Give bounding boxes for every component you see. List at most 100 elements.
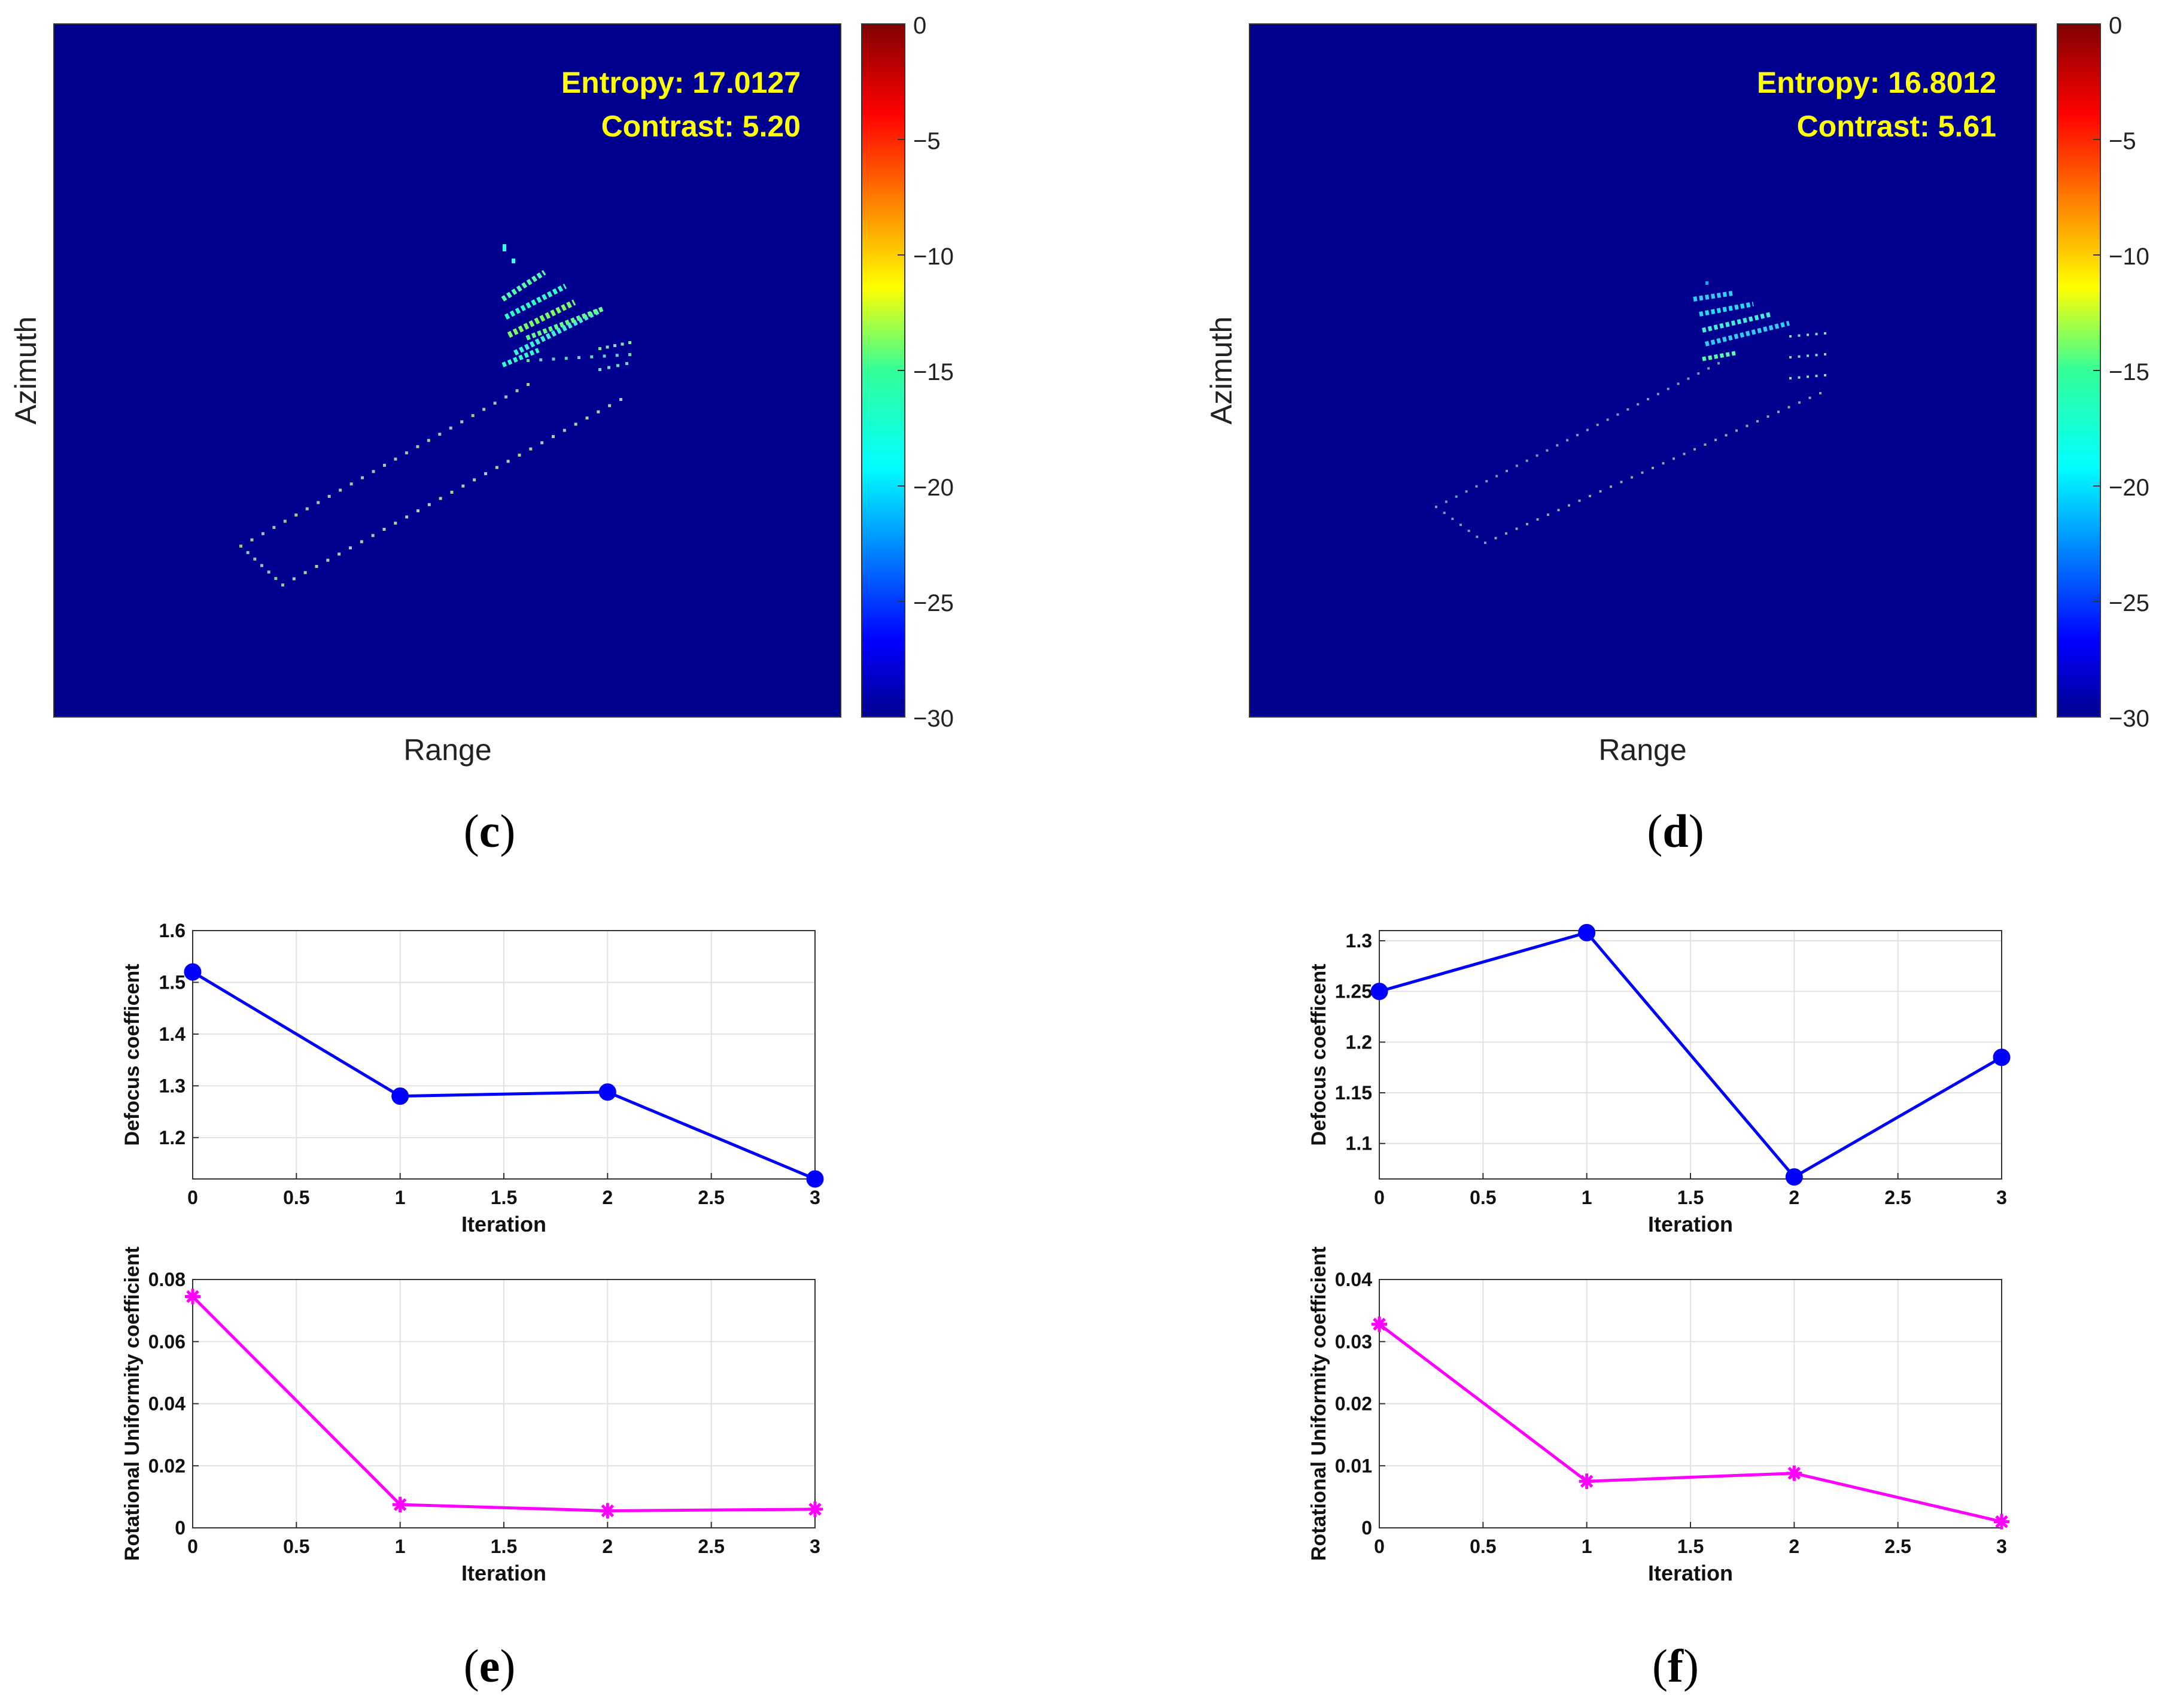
scatterer <box>1789 356 1792 358</box>
scatterer <box>1807 333 1809 336</box>
scatterer <box>628 341 631 344</box>
scatterer <box>267 570 270 574</box>
scatterer <box>315 565 318 568</box>
scatterer <box>1824 353 1826 355</box>
scatterer <box>493 402 497 405</box>
data-point <box>184 963 202 981</box>
scatterer <box>450 491 454 494</box>
scatterer <box>529 447 533 451</box>
x-axis-label: Iteration <box>461 1212 546 1236</box>
colorbar-ticks: 0 −5 −10 −15 −20 −25 −30 <box>2093 13 2149 732</box>
x-tick-label: 0 <box>187 1187 198 1208</box>
scatterer <box>471 414 475 417</box>
scatterer-streak <box>507 299 576 338</box>
scatterer <box>253 557 257 561</box>
scatterer <box>1714 439 1717 442</box>
y-tick-label: 0 <box>1361 1517 1372 1539</box>
scatterer <box>574 423 577 426</box>
scatterer <box>1455 495 1458 498</box>
scatterer <box>449 426 452 430</box>
caption-f: (f) <box>1652 1640 1699 1692</box>
data-point <box>1578 923 1596 941</box>
scatterer <box>1484 542 1486 544</box>
data-point <box>392 1497 408 1513</box>
x-tick-label: 1.5 <box>491 1536 517 1557</box>
scatterer <box>1746 424 1749 427</box>
y-tick-label: 1.1 <box>1346 1133 1372 1154</box>
scatterer <box>416 509 419 512</box>
scatterer <box>608 404 612 408</box>
scatterer <box>506 460 510 463</box>
scatterer <box>585 417 589 420</box>
scatterer <box>1693 448 1696 451</box>
entropy-annotation: Entropy: 17.0127 <box>561 66 801 99</box>
scatterer <box>1677 382 1680 385</box>
x-tick-label: 0.5 <box>283 1187 309 1208</box>
y-tick-label: 0.03 <box>1335 1331 1372 1353</box>
scatterer <box>540 441 544 445</box>
scatterer <box>1526 522 1528 525</box>
scatterer <box>461 484 465 488</box>
scatterer <box>607 366 610 369</box>
scatterer-streak <box>501 270 546 302</box>
scatterer <box>1610 485 1612 488</box>
caption-letter: e <box>479 1640 500 1692</box>
x-tick-label: 2.5 <box>698 1187 724 1208</box>
scatterer <box>1815 333 1818 336</box>
scatterer <box>349 482 353 486</box>
scatterer <box>1717 362 1720 364</box>
x-tick-label: 3 <box>1996 1187 2007 1208</box>
scatterer <box>349 546 352 549</box>
scatterer <box>1586 428 1589 431</box>
scatterer <box>1467 530 1470 532</box>
chart-f-defocus: 0 0.5 1 1.5 2 2.5 3 1.1 1.15 1.2 1.25 1.3 Iteration D… <box>1307 923 2011 1236</box>
data-point <box>1370 983 1388 1001</box>
y-tick-label: 0.02 <box>148 1455 186 1476</box>
contrast-annotation: Contrast: 5.20 <box>601 110 801 143</box>
scatterer <box>1536 518 1539 521</box>
scatterer-streak <box>1699 302 1754 317</box>
scatterer <box>615 354 619 357</box>
scatterer <box>1578 499 1581 502</box>
scatterer <box>1547 513 1549 516</box>
scatterer <box>372 470 375 473</box>
data-point <box>598 1083 616 1101</box>
scatterer <box>1505 532 1507 535</box>
data-point <box>1786 1465 1802 1481</box>
scatterer <box>603 354 606 358</box>
x-tick-label: 2 <box>1789 1187 1799 1208</box>
scatterer <box>1495 475 1498 478</box>
scatterer <box>1819 392 1822 394</box>
scatterer <box>1667 387 1670 390</box>
chart-e-defocus: 0 0.5 1 1.5 2 2.5 3 1.2 1.3 1.4 1.5 1.6 Iteration Def… <box>121 920 824 1236</box>
scatterer <box>1459 524 1462 526</box>
scatterer <box>361 476 364 479</box>
x-tick-label: 0 <box>1374 1187 1385 1208</box>
scatterer <box>1807 375 1809 378</box>
scatterer <box>1789 377 1792 379</box>
heatmap-plot-area <box>53 23 841 718</box>
x-tick-label: 2.5 <box>1884 1187 1911 1208</box>
panel-d-heatmap: Entropy: 16.8012 Contrast: 5.61 Range Az… <box>1205 13 2149 767</box>
scatterer <box>339 488 342 492</box>
scatterer <box>1707 367 1710 370</box>
scatterer <box>539 358 543 361</box>
colorbar-tick-label: −5 <box>913 128 941 154</box>
data-point <box>806 1170 824 1188</box>
scatterer <box>473 478 476 482</box>
caption-letter: f <box>1668 1640 1684 1692</box>
scatterer <box>460 420 464 424</box>
scatterer <box>405 515 409 519</box>
y-axis-label: Azimuth <box>9 317 42 425</box>
scatterer <box>1494 537 1497 540</box>
scatterer <box>360 540 363 543</box>
x-tick-label: 2.5 <box>698 1536 724 1557</box>
x-tick-label: 3 <box>810 1187 820 1208</box>
y-tick-label: 1.2 <box>159 1127 186 1148</box>
scatterer <box>1451 518 1454 520</box>
scatterer <box>1620 481 1623 484</box>
y-tick-label: 0.06 <box>148 1331 186 1353</box>
scatterer <box>552 435 555 438</box>
x-tick-label: 1.5 <box>1677 1536 1704 1557</box>
scatterer <box>1596 423 1599 426</box>
